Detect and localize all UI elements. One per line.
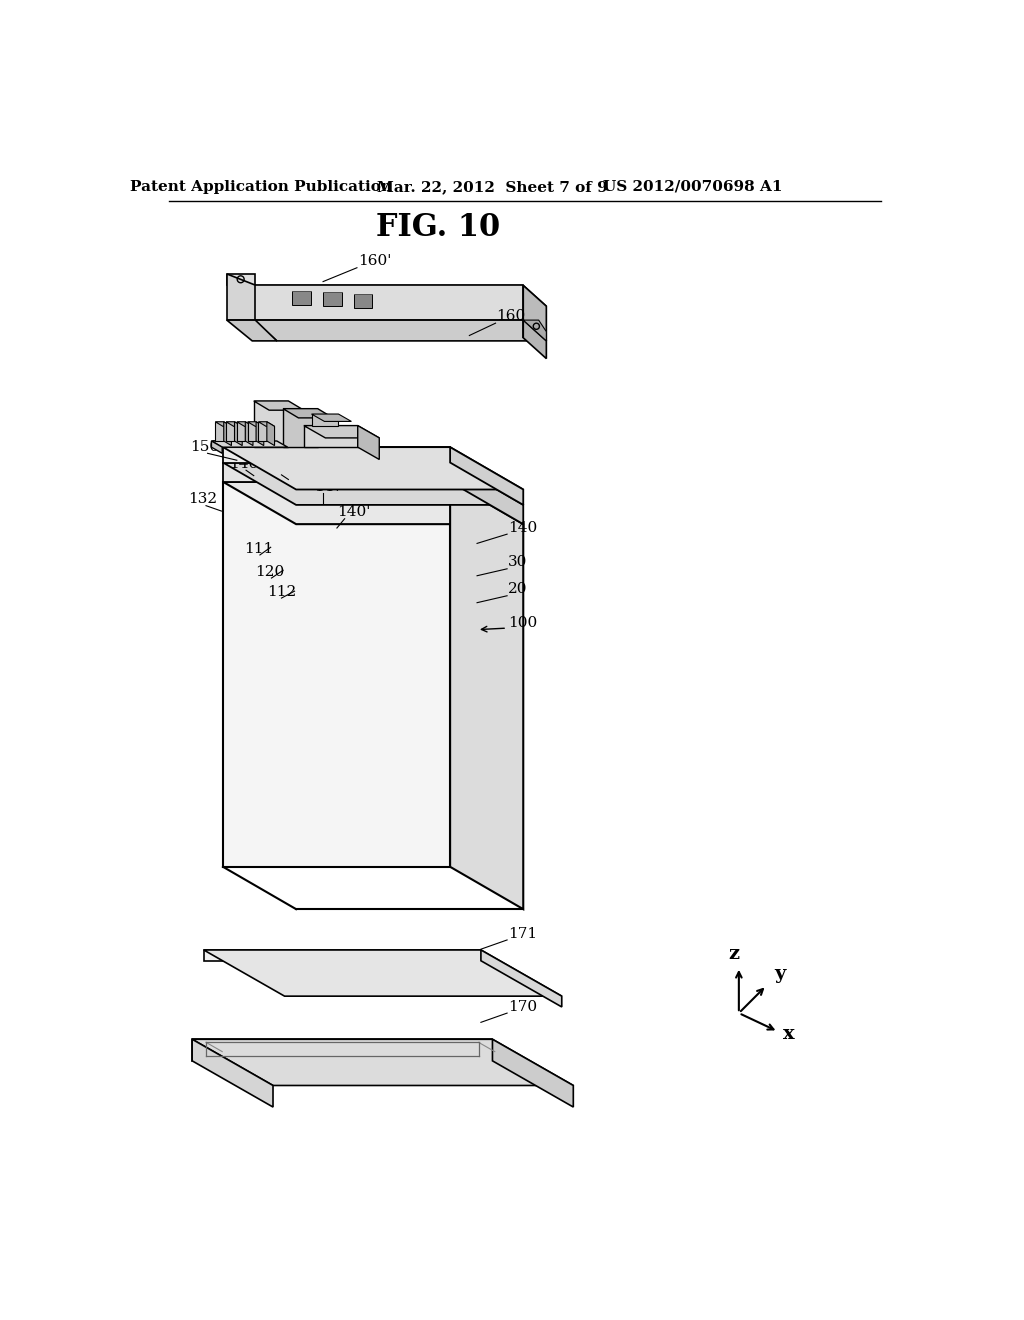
Polygon shape [263, 416, 294, 446]
Polygon shape [283, 409, 317, 447]
Polygon shape [193, 1039, 573, 1085]
Polygon shape [523, 285, 547, 341]
Polygon shape [193, 1039, 493, 1061]
Polygon shape [193, 1039, 273, 1107]
Polygon shape [237, 422, 246, 441]
Polygon shape [204, 950, 562, 997]
Polygon shape [254, 285, 523, 321]
Polygon shape [354, 294, 373, 308]
Polygon shape [226, 275, 255, 321]
Polygon shape [311, 414, 339, 425]
Text: 145: 145 [267, 462, 297, 475]
Text: 132: 132 [188, 492, 217, 507]
Polygon shape [481, 950, 562, 1007]
Polygon shape [451, 462, 523, 524]
Polygon shape [523, 321, 547, 341]
Polygon shape [267, 422, 274, 446]
Polygon shape [323, 293, 342, 306]
Text: 147: 147 [313, 480, 343, 494]
Polygon shape [223, 422, 231, 446]
Text: US 2012/0070698 A1: US 2012/0070698 A1 [603, 180, 782, 194]
Polygon shape [215, 422, 223, 441]
Polygon shape [223, 482, 523, 524]
Polygon shape [223, 462, 451, 482]
Text: 146: 146 [229, 457, 258, 471]
Text: 140': 140' [337, 506, 371, 520]
Polygon shape [493, 1039, 573, 1107]
Polygon shape [226, 422, 243, 426]
Polygon shape [451, 447, 523, 506]
Polygon shape [226, 422, 234, 441]
Text: 171: 171 [508, 927, 537, 941]
Text: 112: 112 [267, 585, 297, 599]
Text: 170: 170 [508, 999, 537, 1014]
Polygon shape [258, 422, 267, 441]
Polygon shape [204, 950, 481, 961]
Polygon shape [256, 422, 264, 446]
Polygon shape [230, 276, 254, 321]
Text: 160: 160 [497, 309, 525, 323]
Text: 111: 111 [245, 541, 273, 556]
Polygon shape [223, 447, 451, 462]
Polygon shape [234, 422, 243, 446]
Polygon shape [248, 422, 256, 441]
Polygon shape [311, 414, 351, 421]
Text: 20: 20 [508, 582, 527, 597]
Polygon shape [357, 425, 379, 459]
Polygon shape [254, 401, 289, 447]
Text: 150: 150 [190, 440, 220, 454]
Polygon shape [223, 482, 451, 867]
Text: 100: 100 [508, 615, 538, 630]
Text: Mar. 22, 2012  Sheet 7 of 9: Mar. 22, 2012 Sheet 7 of 9 [377, 180, 608, 194]
Polygon shape [248, 422, 264, 426]
Polygon shape [211, 441, 288, 447]
Polygon shape [283, 409, 333, 418]
Text: 30: 30 [508, 556, 527, 569]
Text: 160': 160' [357, 253, 391, 268]
Polygon shape [226, 321, 276, 341]
Text: x: x [782, 1026, 795, 1043]
Text: Patent Application Publication: Patent Application Publication [130, 180, 392, 194]
Polygon shape [523, 321, 547, 359]
Polygon shape [246, 422, 253, 446]
Text: y: y [774, 965, 785, 983]
Polygon shape [211, 441, 222, 453]
Polygon shape [254, 401, 304, 411]
Text: FIG. 10: FIG. 10 [377, 213, 501, 243]
Polygon shape [258, 422, 274, 426]
Polygon shape [304, 425, 379, 438]
Polygon shape [237, 422, 253, 426]
Polygon shape [451, 482, 523, 909]
Polygon shape [292, 290, 310, 305]
Polygon shape [223, 447, 523, 490]
Text: 140: 140 [508, 521, 538, 535]
Polygon shape [254, 321, 547, 341]
Polygon shape [304, 425, 357, 447]
Polygon shape [254, 285, 547, 306]
Text: z: z [728, 945, 739, 964]
Polygon shape [226, 275, 255, 285]
Polygon shape [223, 462, 523, 506]
Polygon shape [215, 422, 231, 426]
Text: 120: 120 [255, 565, 285, 578]
